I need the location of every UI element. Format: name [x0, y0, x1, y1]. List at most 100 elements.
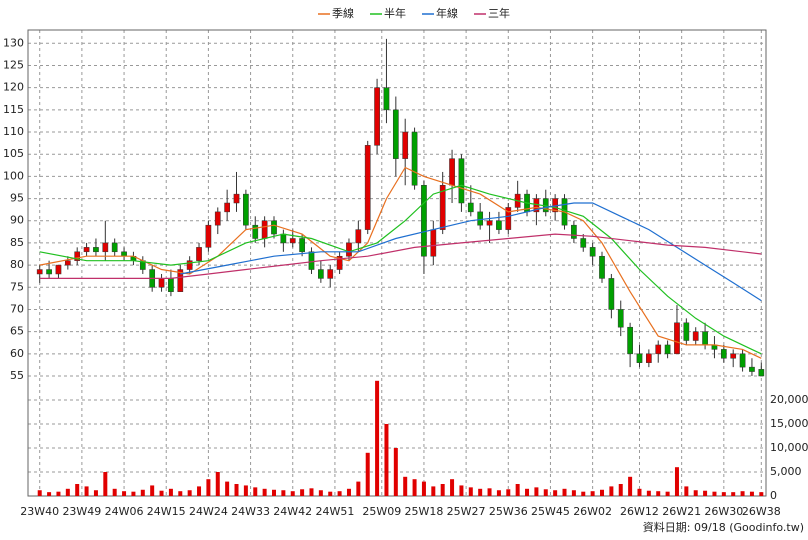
candle-body	[74, 251, 81, 261]
candle-body	[355, 229, 362, 244]
candle-body	[683, 322, 690, 341]
volume-bar	[93, 490, 98, 496]
volume-bar	[637, 488, 642, 496]
volume-bar	[318, 490, 323, 496]
y-tick-label: 55	[10, 369, 24, 382]
volume-bar	[609, 486, 614, 496]
volume-bar	[300, 489, 305, 496]
volume-bar	[740, 491, 745, 496]
volume-bar	[543, 489, 548, 496]
volume-bar	[168, 488, 173, 496]
volume-bar	[590, 491, 595, 496]
volume-bar	[450, 479, 455, 496]
candle-body	[674, 322, 680, 355]
candle-body	[364, 145, 371, 230]
volume-bar	[159, 490, 164, 496]
volume-bar	[215, 472, 220, 496]
volume-bar	[721, 492, 726, 496]
candle-body	[336, 255, 343, 270]
candle-body	[449, 158, 455, 186]
volume-bar	[140, 489, 145, 496]
y-tick-label: 95	[10, 192, 24, 205]
y-tick-label: 85	[10, 236, 24, 249]
x-tick-label: 26W38	[742, 505, 781, 518]
candle-body	[158, 278, 165, 288]
volume-bar	[731, 492, 736, 496]
candle-body	[477, 211, 484, 226]
candle-body	[758, 369, 765, 377]
volume-bar	[281, 490, 286, 496]
x-tick-label: 26W21	[662, 505, 701, 518]
volume-bar	[131, 491, 136, 496]
volume-bar	[693, 490, 698, 496]
candle-body	[571, 224, 577, 239]
candle-body	[749, 366, 755, 372]
volume-bar	[515, 484, 520, 496]
volume-bar	[243, 485, 248, 496]
volume-bar	[571, 490, 576, 496]
volume-bar	[290, 491, 295, 496]
x-tick-label: 26W30	[704, 505, 743, 518]
volume-bar	[618, 484, 623, 496]
candle-body	[636, 353, 643, 363]
candle-body	[64, 260, 71, 266]
volume-bar	[197, 486, 202, 496]
candle-body	[421, 185, 427, 257]
volume-bar	[375, 380, 380, 496]
volume-bar	[262, 488, 267, 496]
candle-body	[121, 251, 127, 257]
candle-body	[383, 87, 390, 111]
y-tick-label: 75	[10, 280, 24, 293]
candle-body	[280, 233, 287, 244]
candle-body	[346, 242, 352, 257]
candle-body	[93, 247, 99, 253]
candle-body	[720, 349, 727, 359]
legend-label: 季線	[332, 6, 354, 20]
volume-bar	[600, 489, 604, 496]
candle-body	[627, 326, 633, 355]
candle-body	[214, 211, 221, 226]
candle-body	[196, 247, 202, 261]
candle-body	[177, 269, 184, 292]
candle-body	[252, 224, 259, 239]
volume-bar	[553, 490, 558, 496]
candle-body	[83, 247, 90, 253]
candle-body	[111, 242, 118, 253]
candle-body	[261, 220, 268, 239]
candle-body	[55, 264, 62, 275]
volume-bar	[178, 491, 183, 496]
volume-bar	[478, 488, 483, 496]
volume-bar	[75, 484, 80, 496]
volume-bar	[562, 488, 567, 496]
candle-body	[505, 207, 512, 230]
candle-body	[702, 331, 708, 346]
candle-body	[739, 353, 746, 368]
candle-body	[46, 269, 52, 275]
candle-body	[599, 255, 605, 279]
candle-body	[496, 220, 502, 230]
candle-body	[327, 269, 334, 279]
volume-bar	[665, 491, 670, 496]
candle-body	[205, 224, 212, 248]
volume-bar	[412, 479, 417, 496]
volume-bar	[346, 488, 351, 496]
candle-body	[617, 309, 624, 328]
volume-bar	[459, 485, 464, 496]
volume-bar	[206, 479, 211, 496]
candle-body	[730, 353, 737, 359]
y2-tick-label: 10,000	[770, 441, 808, 454]
candle-body	[664, 344, 671, 355]
y-tick-label: 120	[3, 81, 24, 94]
candle-body	[233, 193, 240, 204]
volume-bar	[656, 491, 661, 496]
y-tick-label: 60	[10, 347, 24, 360]
ma-line	[180, 202, 762, 302]
ma-line	[39, 233, 762, 279]
x-tick-label: 25W18	[405, 505, 444, 518]
candle-body	[308, 251, 315, 270]
volume-bar	[234, 484, 239, 496]
volume-bar	[468, 487, 473, 496]
x-tick-label: 25W09	[362, 505, 401, 518]
x-tick-label: 25W27	[447, 505, 486, 518]
